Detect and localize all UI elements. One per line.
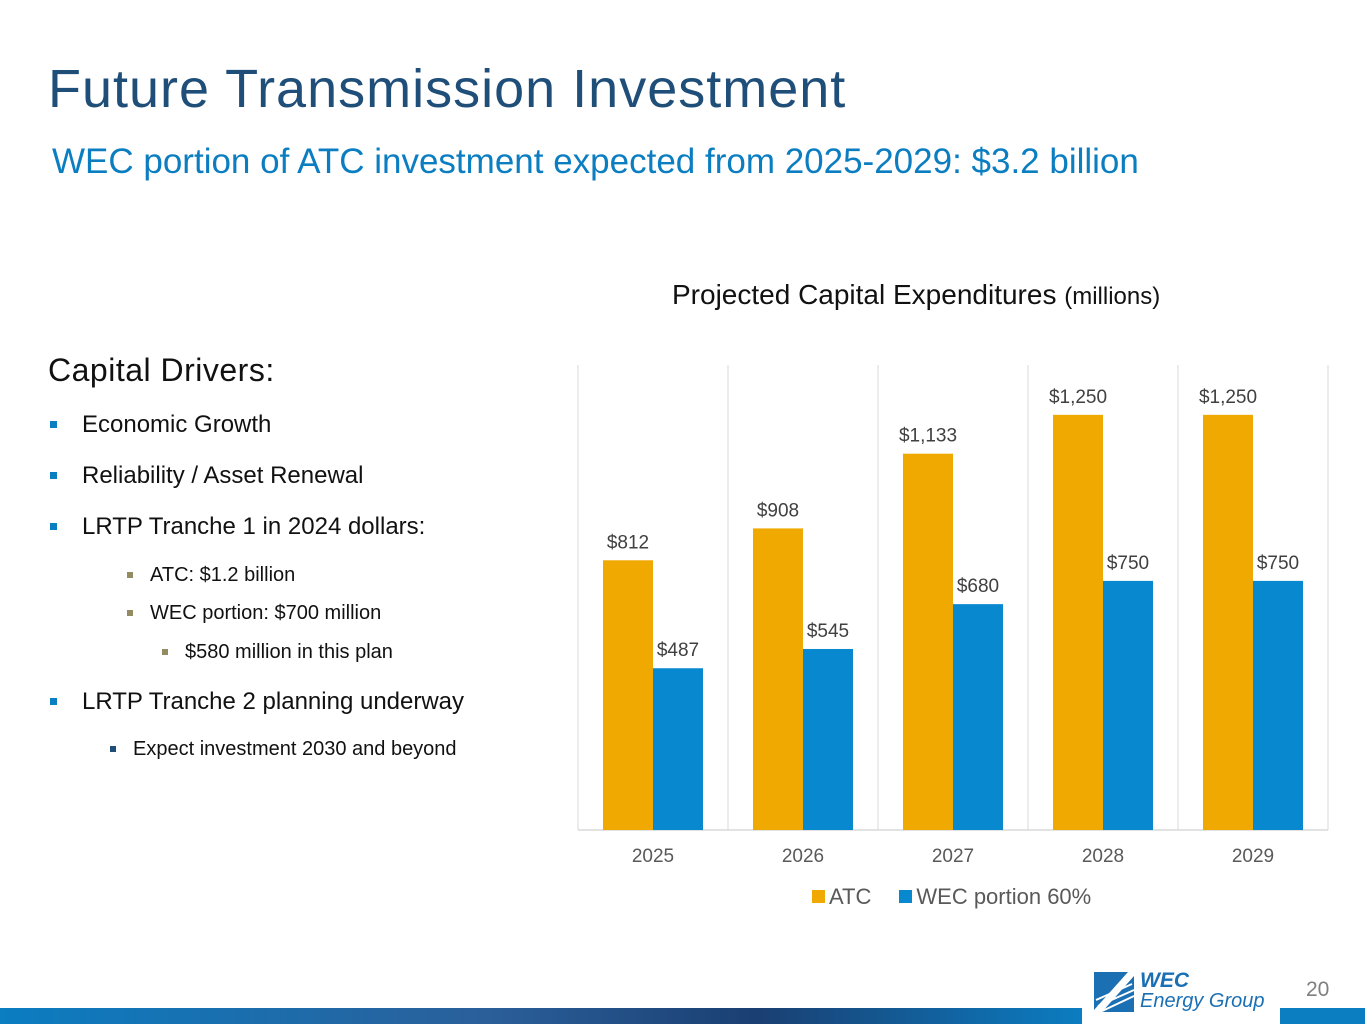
page-subtitle: WEC portion of ATC investment expected f… — [52, 142, 1139, 181]
bar-atc-2027 — [903, 453, 953, 830]
bar-wec-2027 — [953, 604, 1003, 830]
bar-wec-2026 — [803, 648, 853, 830]
driver-item-label: Economic Growth — [82, 411, 272, 438]
data-label: $750 — [1107, 553, 1149, 574]
driver-subitem-atc: ATC: $1.2 billion — [127, 564, 296, 587]
bullet-square-icon — [50, 472, 57, 479]
page-number: 20 — [1306, 978, 1330, 1001]
bar-atc-2028 — [1053, 414, 1103, 830]
x-tick-label: 2029 — [1232, 846, 1274, 867]
bullet-square-icon — [50, 523, 57, 530]
wec-logo-icon — [1094, 972, 1135, 1013]
capex-bar-chart: $812 $487 2025 $908 $545 2026 $1,133 $680 2027 $1… — [577, 365, 1329, 867]
data-label: $680 — [957, 576, 999, 597]
bar-atc-2029 — [1203, 414, 1253, 830]
driver-item-economic-growth: Economic Growth — [50, 411, 272, 439]
bullet-square-icon — [50, 698, 57, 705]
data-label: $750 — [1257, 553, 1299, 574]
driver-item-label: $580 million in this plan — [185, 641, 393, 663]
bullet-square-icon — [127, 572, 133, 578]
page-title: Future Transmission Investment — [48, 59, 847, 119]
bullet-square-icon — [162, 649, 168, 655]
legend-label: WEC portion 60% — [916, 884, 1092, 909]
chart-title-text: Projected Capital Expenditures — [672, 279, 1057, 310]
bar-atc-2026 — [753, 528, 803, 830]
x-tick-label: 2027 — [932, 846, 974, 867]
legend-swatch — [899, 889, 913, 903]
driver-subitem-in-plan: $580 million in this plan — [162, 641, 393, 664]
driver-item-lrtp-tranche-1: LRTP Tranche 1 in 2024 dollars: — [50, 513, 426, 541]
bar-atc-2025 — [603, 560, 653, 830]
driver-subitem-tranche-2: Expect investment 2030 and beyond — [110, 738, 457, 761]
data-label: $487 — [657, 640, 699, 661]
bullet-square-icon — [110, 746, 116, 752]
driver-item-lrtp-tranche-2: LRTP Tranche 2 planning underway — [50, 688, 465, 716]
capital-drivers-heading: Capital Drivers: — [48, 352, 275, 388]
driver-item-reliability: Reliability / Asset Renewal — [50, 462, 364, 490]
driver-item-label: LRTP Tranche 1 in 2024 dollars: — [82, 513, 426, 540]
legend-item-wec: WEC portion 60% — [899, 884, 1091, 909]
chart-title-unit: (millions) — [1064, 283, 1161, 310]
data-label: $908 — [757, 500, 799, 521]
bar-wec-2029 — [1253, 580, 1303, 830]
data-label: $1,250 — [1049, 387, 1107, 408]
footer-bar — [0, 1008, 1082, 1024]
bar-wec-2028 — [1103, 580, 1153, 830]
driver-subitem-wec-portion: WEC portion: $700 million — [127, 602, 382, 625]
driver-item-label: WEC portion: $700 million — [150, 602, 382, 624]
bullet-square-icon — [127, 610, 133, 616]
logo-line-2: Energy Group — [1140, 990, 1265, 1012]
x-tick-label: 2026 — [782, 846, 824, 867]
chart-title: Projected Capital Expenditures (millions… — [672, 279, 1160, 311]
driver-item-label: ATC: $1.2 billion — [150, 564, 296, 586]
data-label: $545 — [807, 621, 849, 642]
data-label: $1,250 — [1199, 387, 1257, 408]
driver-item-label: Expect investment 2030 and beyond — [133, 738, 457, 760]
driver-item-label: Reliability / Asset Renewal — [82, 462, 364, 489]
bullet-square-icon — [50, 421, 57, 428]
legend-item-atc: ATC — [812, 884, 871, 909]
footer-bar-right — [1280, 1008, 1365, 1024]
legend-swatch — [812, 889, 825, 903]
chart-legend: ATC WEC portion 60% — [812, 884, 1119, 910]
logo-line-1: WEC — [1140, 969, 1189, 992]
logo-wordmark: WEC Energy Group — [1140, 970, 1265, 1012]
data-label: $1,133 — [899, 426, 957, 447]
bar-wec-2025 — [653, 668, 703, 830]
driver-item-label: LRTP Tranche 2 planning underway — [82, 688, 465, 715]
legend-label: ATC — [829, 884, 872, 909]
x-tick-label: 2025 — [632, 846, 674, 867]
data-label: $812 — [607, 532, 649, 553]
x-tick-label: 2028 — [1082, 846, 1124, 867]
